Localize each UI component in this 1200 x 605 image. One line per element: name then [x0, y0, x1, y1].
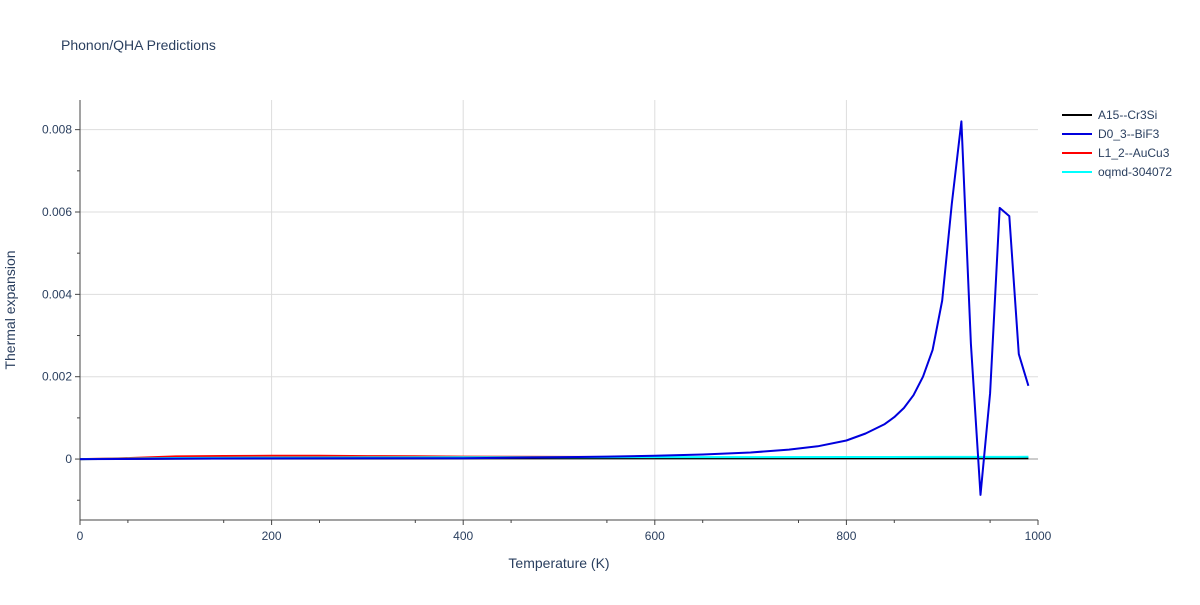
x-tick-label: 600 [645, 529, 665, 543]
x-tick-label: 1000 [1025, 529, 1052, 543]
y-tick-label: 0.006 [42, 205, 72, 219]
legend-label: L1_2--AuCu3 [1098, 146, 1170, 160]
legend[interactable]: A15--Cr3Si D0_3--BiF3 L1_2--AuCu3 oqmd-3040… [1062, 108, 1172, 179]
legend-label: oqmd-304072 [1098, 165, 1172, 179]
legend-label: A15--Cr3Si [1098, 108, 1157, 122]
y-tick-label: 0 [65, 452, 72, 466]
series-lines [79, 120, 1030, 496]
legend-item[interactable]: A15--Cr3Si [1062, 108, 1157, 122]
x-tick-label: 0 [77, 529, 84, 543]
axes: 0 200 400 600 800 1000 0 0.002 0.004 0.006 0.008 [42, 100, 1052, 543]
x-tick-label: 800 [836, 529, 856, 543]
series-line-d0-3-bif3 [79, 120, 1030, 496]
y-axis-title: Thermal expansion [2, 250, 18, 369]
legend-item[interactable]: D0_3--BiF3 [1062, 127, 1160, 141]
x-tick-label: 400 [453, 529, 473, 543]
chart-title: Phonon/QHA Predictions [61, 37, 216, 53]
y-tick-label: 0.008 [42, 123, 72, 137]
x-axis-title: Temperature (K) [508, 555, 609, 571]
y-tick-label: 0.004 [42, 287, 72, 301]
y-tick-label: 0.002 [42, 370, 72, 384]
legend-label: D0_3--BiF3 [1098, 127, 1160, 141]
x-tick-label: 200 [262, 529, 282, 543]
legend-item[interactable]: oqmd-304072 [1062, 165, 1172, 179]
legend-item[interactable]: L1_2--AuCu3 [1062, 146, 1170, 160]
